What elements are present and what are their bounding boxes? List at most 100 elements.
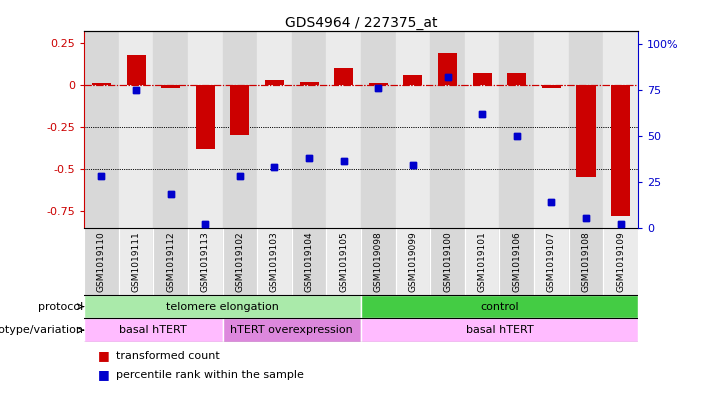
Bar — [299, 82, 319, 85]
Point — [442, 73, 453, 80]
Text: GSM1019103: GSM1019103 — [270, 231, 279, 292]
Bar — [361, 318, 638, 342]
Point — [442, 73, 453, 80]
Text: GSM1019110: GSM1019110 — [97, 231, 106, 292]
Bar — [430, 228, 465, 295]
Text: GSM1019100: GSM1019100 — [443, 231, 452, 292]
Bar — [265, 80, 284, 85]
Bar — [604, 31, 638, 228]
Bar — [472, 73, 491, 85]
Text: GSM1019112: GSM1019112 — [166, 231, 175, 292]
Text: genotype/variation: genotype/variation — [0, 325, 83, 335]
Bar — [196, 85, 215, 149]
Point — [234, 173, 245, 179]
Text: GSM1019113: GSM1019113 — [200, 231, 210, 292]
Bar — [403, 75, 423, 85]
Text: GSM1019102: GSM1019102 — [236, 231, 245, 292]
Point — [338, 158, 349, 165]
Point — [96, 173, 107, 179]
Bar — [334, 68, 353, 85]
Bar — [569, 31, 604, 228]
Text: ■: ■ — [98, 349, 110, 362]
Text: GSM1019098: GSM1019098 — [374, 231, 383, 292]
Text: hTERT overexpression: hTERT overexpression — [231, 325, 353, 335]
Bar — [542, 85, 561, 88]
Text: ■: ■ — [98, 368, 110, 381]
Bar — [361, 295, 638, 318]
Point — [338, 158, 349, 165]
Bar — [188, 31, 223, 228]
Text: GSM1019106: GSM1019106 — [512, 231, 522, 292]
Bar — [223, 31, 257, 228]
Point — [546, 199, 557, 205]
Point — [200, 221, 211, 227]
Bar — [118, 228, 154, 295]
Text: basal hTERT: basal hTERT — [119, 325, 187, 335]
Bar — [334, 68, 353, 85]
Bar — [472, 73, 491, 85]
Point — [407, 162, 418, 168]
Bar — [611, 85, 630, 216]
Bar — [576, 85, 596, 177]
Bar — [430, 31, 465, 228]
Point — [130, 86, 142, 93]
Point — [165, 191, 176, 198]
Point — [580, 215, 592, 222]
Point — [304, 154, 315, 161]
Bar — [126, 55, 146, 85]
Bar — [327, 31, 361, 228]
Bar — [611, 85, 630, 216]
Bar — [499, 228, 534, 295]
Bar — [154, 228, 188, 295]
Bar — [223, 228, 257, 295]
Bar — [508, 73, 526, 85]
Text: GSM1019108: GSM1019108 — [582, 231, 590, 292]
Bar — [231, 85, 250, 135]
Text: percentile rank within the sample: percentile rank within the sample — [116, 369, 304, 380]
Bar — [369, 83, 388, 85]
Title: GDS4964 / 227375_at: GDS4964 / 227375_at — [285, 17, 437, 30]
Point — [511, 132, 522, 139]
Point — [269, 164, 280, 170]
Text: basal hTERT: basal hTERT — [465, 325, 533, 335]
Bar — [92, 83, 111, 85]
Bar — [465, 31, 499, 228]
Bar — [154, 31, 188, 228]
Text: GSM1019111: GSM1019111 — [132, 231, 140, 292]
Point — [615, 221, 626, 227]
Bar — [84, 31, 118, 228]
Bar — [395, 228, 430, 295]
Text: protocol: protocol — [38, 301, 83, 312]
Bar — [569, 228, 604, 295]
Point — [511, 132, 522, 139]
Bar — [292, 31, 327, 228]
Bar — [292, 228, 327, 295]
Bar — [257, 31, 292, 228]
Point — [165, 191, 176, 198]
Bar — [118, 31, 154, 228]
Bar — [257, 228, 292, 295]
Bar — [403, 75, 423, 85]
Text: GSM1019107: GSM1019107 — [547, 231, 556, 292]
Point — [234, 173, 245, 179]
Point — [615, 221, 626, 227]
Text: transformed count: transformed count — [116, 351, 219, 361]
Bar — [84, 228, 118, 295]
Bar — [265, 80, 284, 85]
Bar — [327, 228, 361, 295]
Bar — [576, 85, 596, 177]
Point — [304, 154, 315, 161]
Point — [96, 173, 107, 179]
Point — [546, 199, 557, 205]
Point — [477, 110, 488, 117]
Bar — [499, 31, 534, 228]
Bar — [161, 85, 180, 88]
Bar — [534, 228, 569, 295]
Text: GSM1019099: GSM1019099 — [409, 231, 417, 292]
Point — [477, 110, 488, 117]
Point — [580, 215, 592, 222]
Bar — [604, 228, 638, 295]
Text: telomere elongation: telomere elongation — [166, 301, 279, 312]
Point — [373, 85, 384, 91]
Bar — [196, 85, 215, 149]
